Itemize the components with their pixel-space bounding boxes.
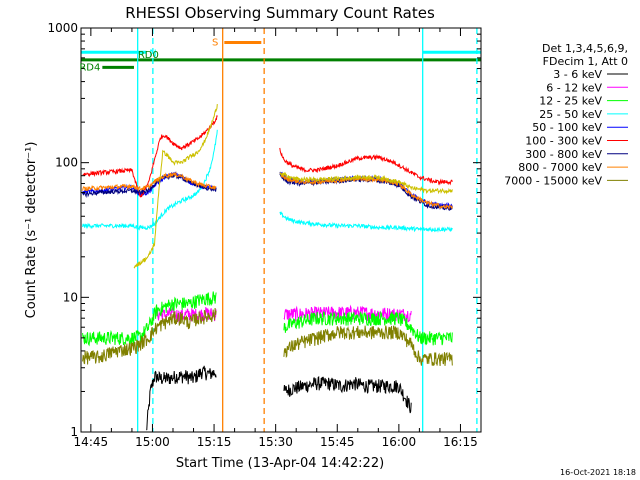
series-line-2-segment-0 xyxy=(82,291,217,347)
legend-label-3: 25 - 50 keV xyxy=(539,108,602,121)
series-line-8-segment-1 xyxy=(283,325,453,367)
annotation-label-3: RD4 xyxy=(79,62,100,73)
legend-label-7: 800 - 7000 keV xyxy=(518,161,602,174)
series-line-0-segment-1 xyxy=(283,375,412,414)
x-tick-label-2: 15:15 xyxy=(197,435,232,449)
legend: Det 1,3,4,5,6,9,FDecim 1, Att 03 - 6 keV… xyxy=(504,42,628,187)
series-line-7-segment-0 xyxy=(82,171,217,192)
legend-label-0: 3 - 6 keV xyxy=(553,68,602,81)
x-tick-label-0: 14:45 xyxy=(74,435,109,449)
series-layer xyxy=(82,104,453,431)
x-tick-label-1: 15:00 xyxy=(135,435,170,449)
y-axis-label: Count Rate (s⁻¹ detector⁻¹) xyxy=(24,142,39,319)
legend-label-4: 50 - 100 keV xyxy=(532,121,602,134)
legend-header-line-1: FDecim 1, Att 0 xyxy=(543,55,628,68)
annotation-label-0: N xyxy=(149,48,156,59)
series-line-9-segment-1 xyxy=(279,171,453,195)
legend-label-1: 6 - 12 keV xyxy=(546,81,602,94)
y-tick-label-1: 10 xyxy=(63,290,78,304)
annotation-label-4: S xyxy=(212,38,218,49)
footer-timestamp: 16-Oct-2021 18:18 xyxy=(560,468,636,477)
series-line-5-segment-0 xyxy=(82,115,218,198)
x-tick-label-4: 15:45 xyxy=(320,435,355,449)
chart-title: RHESSI Observing Summary Count Rates xyxy=(125,4,435,22)
legend-label-8: 7000 - 15000 keV xyxy=(504,174,602,187)
legend-label-5: 100 - 300 keV xyxy=(525,135,602,148)
series-line-0-segment-0 xyxy=(146,365,217,431)
y-tick-label-2: 100 xyxy=(55,156,78,170)
series-line-3-segment-1 xyxy=(279,211,453,233)
x-tick-label-5: 16:00 xyxy=(382,435,417,449)
y-tick-label-3: 1000 xyxy=(47,21,78,35)
series-line-1-segment-0 xyxy=(156,306,217,323)
x-tick-label-3: 15:30 xyxy=(258,435,293,449)
annotation-layer xyxy=(81,28,481,432)
x-tick-label-6: 16:15 xyxy=(443,435,478,449)
axis-layer: 14:45 15:00 15:15 15:30 15:45 16:00 16:15 1 10 10… xyxy=(47,21,482,449)
series-line-3-segment-0 xyxy=(82,129,218,231)
series-line-8-segment-0 xyxy=(82,307,217,365)
legend-label-2: 12 - 25 keV xyxy=(539,95,602,108)
series-line-9-segment-0 xyxy=(133,104,218,269)
series-line-2-segment-1 xyxy=(283,310,453,346)
x-axis-label: Start Time (13-Apr-04 14:42:22) xyxy=(176,456,384,471)
series-line-5-segment-1 xyxy=(279,147,453,186)
y-tick-label-0: 1 xyxy=(70,425,78,439)
annotation-label-2: RD0 xyxy=(138,50,159,61)
legend-label-6: 300 - 800 keV xyxy=(525,148,602,161)
series-line-6-segment-0 xyxy=(82,173,217,198)
legend-header-line-0: Det 1,3,4,5,6,9, xyxy=(542,42,628,55)
plot-frame xyxy=(80,27,482,433)
